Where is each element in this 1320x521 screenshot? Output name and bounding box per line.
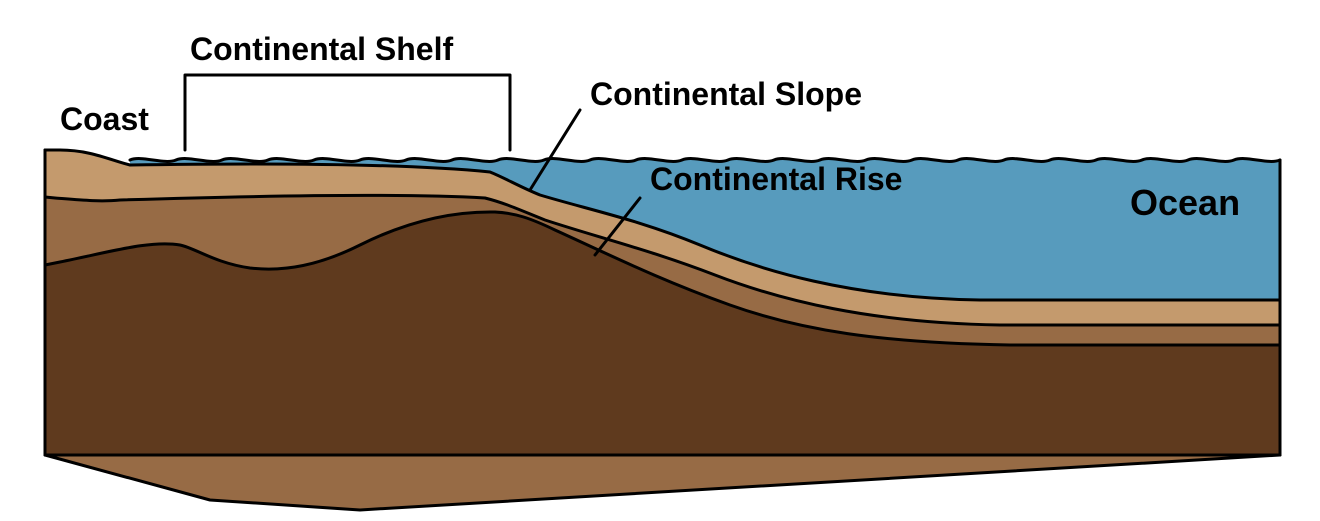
label-continental-rise: Continental Rise <box>650 161 902 197</box>
shelf-bracket <box>185 75 510 150</box>
label-continental-slope: Continental Slope <box>590 76 862 112</box>
label-continental-shelf: Continental Shelf <box>190 31 453 67</box>
label-coast: Coast <box>60 101 149 137</box>
label-ocean: Ocean <box>1130 182 1240 223</box>
